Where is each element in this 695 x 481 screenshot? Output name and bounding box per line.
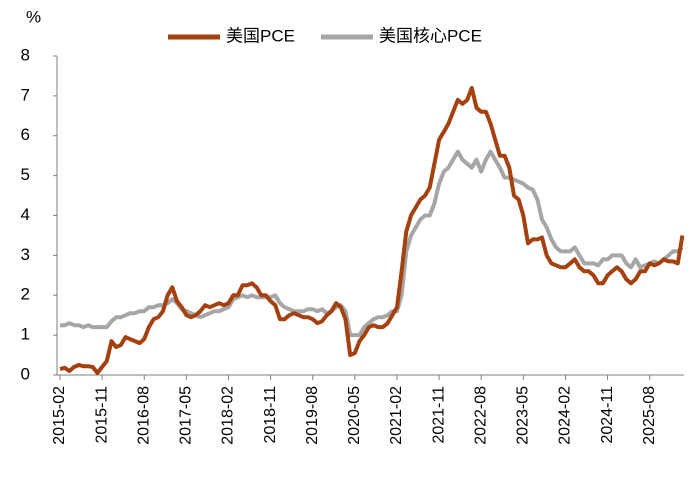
y-tick-label: 3 — [21, 245, 30, 264]
x-tick-label: 2018-02 — [220, 386, 237, 445]
legend-label: 美国核心PCE — [379, 26, 482, 45]
x-tick-label: 2024-02 — [557, 386, 574, 445]
x-tick-label: 2020-05 — [346, 386, 363, 445]
x-tick-label: 2024-11 — [599, 386, 616, 444]
y-tick-label: 6 — [21, 125, 30, 144]
y-tick-label: 8 — [21, 45, 30, 64]
x-tick-label: 2023-05 — [515, 386, 532, 445]
y-tick-label: 5 — [21, 165, 30, 184]
x-tick-label: 2015-02 — [51, 386, 68, 445]
y-tick-label: 4 — [21, 205, 30, 224]
y-tick-label: 2 — [21, 285, 30, 304]
x-tick-label: 2025-08 — [641, 386, 658, 445]
y-tick-label: 0 — [21, 364, 30, 383]
x-tick-label: 2021-02 — [388, 386, 405, 445]
series-line — [60, 149, 684, 338]
x-tick-label: 2021-11 — [430, 386, 447, 444]
series-line — [59, 85, 685, 375]
y-unit: % — [26, 7, 41, 26]
x-tick-label: 2019-08 — [304, 386, 321, 445]
y-tick-label: 7 — [21, 85, 30, 104]
x-tick-label: 2018-11 — [262, 386, 279, 444]
x-tick-label: 2017-05 — [178, 386, 195, 445]
y-tick-label: 1 — [21, 325, 30, 344]
x-tick-label: 2015-11 — [93, 386, 110, 444]
x-tick-label: 2022-08 — [472, 386, 489, 445]
legend-label: 美国PCE — [226, 26, 295, 45]
x-tick-label: 2016-08 — [135, 386, 152, 445]
